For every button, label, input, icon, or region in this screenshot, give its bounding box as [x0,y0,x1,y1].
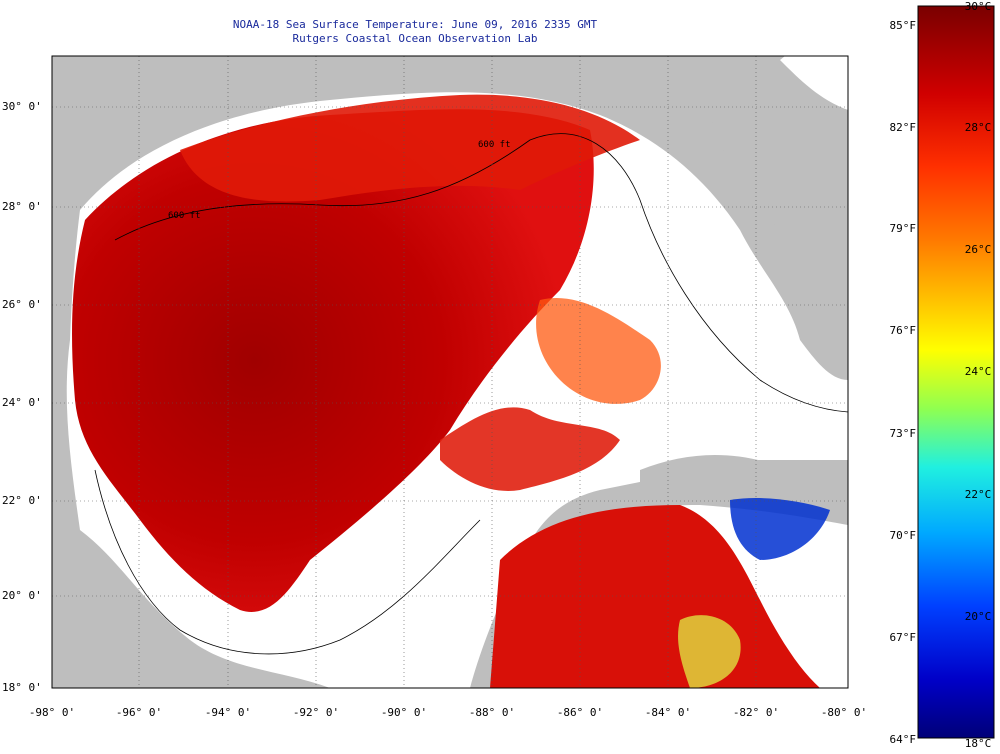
lon-label: -98° 0' [28,706,76,719]
sst-west-gulf [72,109,594,612]
lon-label: -88° 0' [468,706,516,719]
sst-caribbean-yellow [678,615,741,688]
celsius-label: 26°C [964,243,992,256]
fahrenheit-label: 85°F [889,19,917,32]
celsius-label: 24°C [964,365,992,378]
celsius-label: 22°C [964,488,992,501]
lon-label: -80° 0' [820,706,868,719]
lat-label: 26° 0' [2,298,42,311]
lat-label: 28° 0' [2,200,42,213]
sst-yucatan-cool [730,498,830,560]
lon-label: -94° 0' [204,706,252,719]
lon-label: -86° 0' [556,706,604,719]
celsius-label: 30°C [964,0,992,13]
contour-label: 600 ft [168,211,201,221]
atlantic-strip [780,56,848,110]
map-subtitle: Rutgers Coastal Ocean Observation Lab [292,32,538,45]
lat-label: 20° 0' [2,589,42,602]
coastline-south [94,469,481,655]
sst-east-gulf [536,298,661,404]
map-title: NOAA-18 Sea Surface Temperature: June 09… [232,18,598,31]
celsius-label: 20°C [964,610,992,623]
fahrenheit-label: 67°F [889,631,917,644]
lat-label: 24° 0' [2,396,42,409]
contour-label: 600 ft [478,140,511,150]
lat-label: 18° 0' [2,681,42,694]
fahrenheit-label: 76°F [889,324,917,337]
celsius-label: 18°C [964,737,992,750]
graticule [52,56,848,688]
colorbar [917,5,995,739]
lon-label: -92° 0' [292,706,340,719]
fahrenheit-label: 79°F [889,222,917,235]
lat-label: 30° 0' [2,100,42,113]
florida-land [700,56,848,340]
celsius-label: 28°C [964,121,992,134]
lon-label: -96° 0' [115,706,163,719]
fahrenheit-label: 73°F [889,427,917,440]
lat-label: 22° 0' [2,494,42,507]
fahrenheit-label: 70°F [889,529,917,542]
fahrenheit-label: 82°F [889,121,917,134]
lon-label: -82° 0' [732,706,780,719]
sst-north-shelf [180,94,640,202]
sst-loop-current [440,407,620,491]
bathymetry-contour [114,133,848,413]
fahrenheit-label: 64°F [889,733,917,746]
lon-label: -84° 0' [644,706,692,719]
map-frame [51,55,849,689]
lon-label: -90° 0' [380,706,428,719]
